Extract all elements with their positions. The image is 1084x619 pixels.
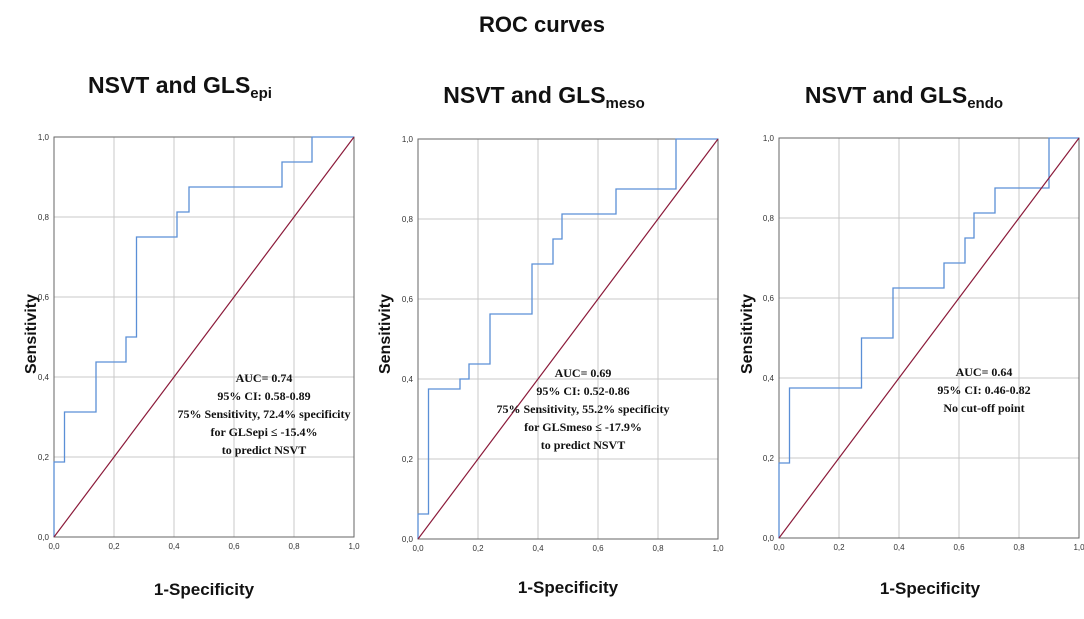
y-tick-label: 0,0 — [402, 535, 414, 544]
annotation-text: AUC= 0.64 — [956, 365, 1013, 379]
annotation-text: for GLSmeso ≤ -17.9% — [524, 420, 642, 434]
x-tick-label: 1,0 — [1073, 543, 1084, 552]
reference-line — [53, 136, 355, 538]
x-axis-label: 1-Specificity — [153, 580, 255, 599]
annotation-text: AUC= 0.74 — [236, 371, 293, 385]
x-tick-label: 1,0 — [348, 542, 360, 551]
plot-frame — [417, 138, 719, 540]
y-tick-label: 0,0 — [763, 534, 775, 543]
y-tick-label: 0,4 — [402, 375, 414, 384]
roc-panel-endo: NSVT and GLSendo Sensitivity 0,0 0,2 0,4 0,… — [724, 60, 1084, 610]
panel-title: NSVT and GLSepi — [0, 72, 360, 102]
y-tick-label: 0,0 — [38, 533, 50, 542]
y-tick-label: 0,8 — [763, 214, 775, 223]
panel-title-sub: epi — [250, 85, 272, 102]
panel-title: NSVT and GLSendo — [724, 82, 1084, 112]
y-tick-label: 1,0 — [38, 133, 50, 142]
x-axis-label: 1-Specificity — [517, 578, 619, 597]
roc-panel-meso: NSVT and GLSmeso Sensitivity 0,0 0,2 0,4 0,… — [364, 60, 724, 610]
x-tick-label: 0,6 — [953, 543, 965, 552]
plot-frame — [778, 137, 1080, 539]
x-tick-label: 0,6 — [592, 544, 604, 553]
y-tick-label: 0,6 — [38, 293, 50, 302]
y-axis-label: Sensitivity — [377, 293, 394, 375]
x-tick-label: 0,4 — [893, 543, 905, 552]
y-axis-label: Sensitivity — [23, 293, 40, 375]
y-axis-label: Sensitivity — [739, 293, 756, 375]
annotation-text: for GLSepi ≤ -15.4% — [210, 425, 317, 439]
plot-area: 0,0 0,2 0,4 0,6 0,8 1,0 0,0 0,2 0,4 0,6 0,8 1,0 AUC=… — [402, 135, 724, 553]
reference-line — [417, 138, 719, 540]
reference-line — [778, 137, 1080, 539]
y-tick-label: 0,4 — [38, 373, 50, 382]
annotation-text: No cut-off point — [943, 401, 1024, 415]
panel-title-main: NSVT and GLS — [804, 82, 968, 108]
x-tick-label: 0,0 — [48, 542, 60, 551]
panel-title-main: NSVT and GLS — [443, 82, 606, 108]
x-tick-label: 0,2 — [833, 543, 845, 552]
annotation-text: 75% Sensitivity, 55.2% specificity — [497, 402, 670, 416]
panel-title: NSVT and GLSmeso — [364, 82, 724, 112]
roc-curve — [778, 137, 1079, 538]
plot-area: 0,0 0,2 0,4 0,6 0,8 1,0 0,0 0,2 0,4 0,6 0,8 1,0 AUC=… — [38, 133, 360, 551]
panel-title-main: NSVT and GLS — [88, 72, 251, 98]
y-tick-label: 0,2 — [38, 453, 50, 462]
annotation-text: AUC= 0.69 — [555, 366, 612, 380]
x-tick-label: 0,8 — [652, 544, 664, 553]
y-tick-label: 0,2 — [763, 454, 775, 463]
x-tick-label: 0,0 — [773, 543, 785, 552]
roc-panel-epi: NSVT and GLSepi Sensitivity 0,0 0,2 0,4 0,6… — [0, 60, 360, 610]
y-tick-label: 1,0 — [763, 134, 775, 143]
annotation-text: 75% Sensitivity, 72.4% specificity — [178, 407, 351, 421]
y-tick-label: 0,8 — [38, 213, 50, 222]
x-tick-label: 0,4 — [532, 544, 544, 553]
annotation-text: 95% CI: 0.52-0.86 — [536, 384, 629, 398]
figure-title: ROC curves — [479, 12, 605, 37]
x-axis-label: 1-Specificity — [879, 579, 981, 598]
x-tick-label: 0,2 — [108, 542, 120, 551]
x-tick-label: 0,4 — [168, 542, 180, 551]
x-tick-label: 0,8 — [1013, 543, 1025, 552]
x-tick-label: 0,6 — [228, 542, 240, 551]
x-tick-label: 1,0 — [712, 544, 724, 553]
annotation-text: 95% CI: 0.58-0.89 — [217, 389, 310, 403]
x-tick-label: 0,0 — [412, 544, 424, 553]
annotation-text: to predict NSVT — [222, 443, 306, 457]
panel-title-sub: endo — [967, 95, 1004, 112]
y-tick-label: 1,0 — [402, 135, 414, 144]
roc-curve — [417, 138, 718, 539]
y-tick-label: 0,6 — [402, 295, 414, 304]
y-tick-label: 0,8 — [402, 215, 414, 224]
plot-frame — [53, 136, 355, 538]
y-tick-label: 0,6 — [763, 294, 775, 303]
y-tick-label: 0,4 — [763, 374, 775, 383]
annotation-text: to predict NSVT — [541, 438, 625, 452]
annotation-text: 95% CI: 0.46-0.82 — [937, 383, 1030, 397]
panel-title-sub: meso — [605, 95, 645, 112]
x-tick-label: 0,2 — [472, 544, 484, 553]
roc-curve — [53, 136, 354, 537]
plot-area: 0,0 0,2 0,4 0,6 0,8 1,0 0,0 0,2 0,4 0,6 0,8 1,0 AUC=… — [763, 134, 1084, 552]
x-tick-label: 0,8 — [288, 542, 300, 551]
y-tick-label: 0,2 — [402, 455, 414, 464]
